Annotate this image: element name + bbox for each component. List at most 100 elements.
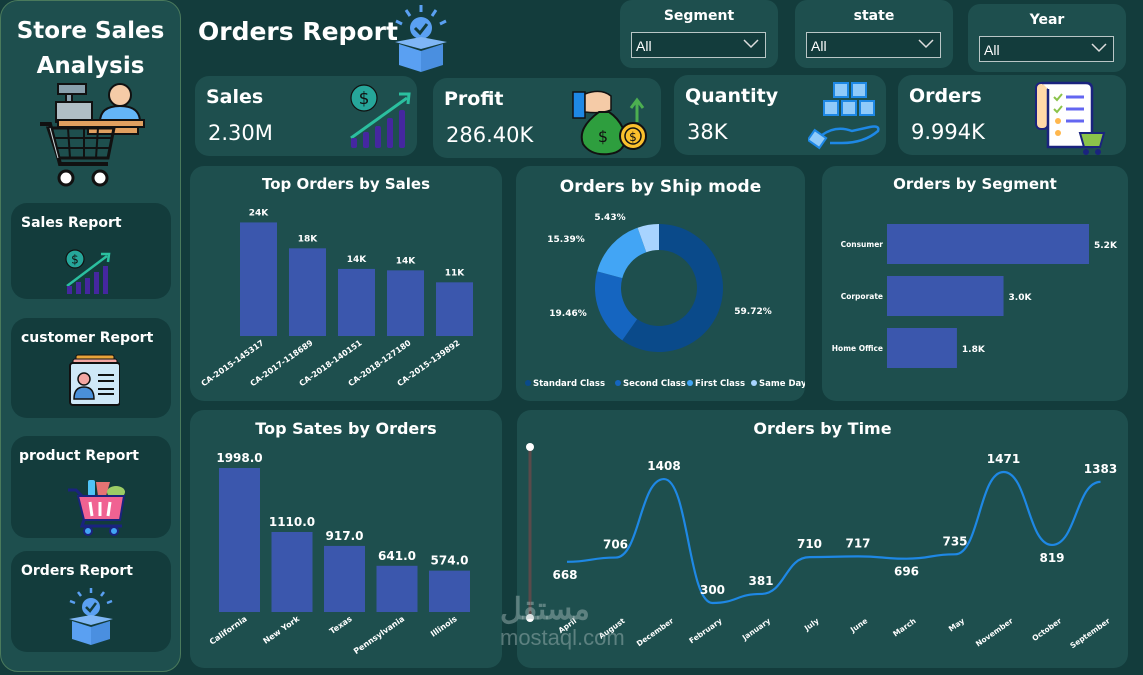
orders-by-segment-plot: Consumer 5.2K Corporate 3.0K Home Office 1.8K <box>832 224 1118 368</box>
donut-slice <box>622 224 723 352</box>
svg-text:$: $ <box>629 130 637 144</box>
year-slicer: Year All <box>968 4 1126 72</box>
data-label: 19.46% <box>549 309 587 319</box>
chevron-down-icon <box>743 39 759 49</box>
data-label: 18K <box>298 234 319 244</box>
kpi-quantity-value: 38K <box>687 120 728 144</box>
data-label: 14K <box>396 256 417 266</box>
kpi-sales: Sales 2.30M $ <box>195 76 417 156</box>
legend-label: Same Day <box>759 379 805 389</box>
x-tick-label: July <box>802 616 821 633</box>
data-label: 735 <box>942 534 967 548</box>
x-tick-label: August <box>597 616 627 641</box>
x-tick-label: October <box>1030 616 1063 643</box>
data-label: 1998.0 <box>216 451 262 465</box>
donut-slice <box>597 227 647 279</box>
sales-growth-icon: $ <box>350 84 411 148</box>
segment-dropdown[interactable]: All <box>631 32 766 58</box>
kpi-orders-label: Orders <box>909 85 982 107</box>
x-tick-label: February <box>687 616 723 645</box>
donut-slice <box>595 271 638 341</box>
app-title-line1: Store Sales <box>16 18 165 44</box>
data-label: 717 <box>845 536 870 550</box>
legend-label: First Class <box>695 379 745 389</box>
data-label: 381 <box>748 574 773 588</box>
nav-product-report[interactable]: product Report <box>11 436 171 538</box>
x-tick-label: April <box>557 616 579 635</box>
page-title: Orders Report <box>198 17 398 46</box>
svg-text:$: $ <box>71 253 79 267</box>
data-label: 641.0 <box>378 549 416 563</box>
data-label: 14K <box>347 255 368 265</box>
money-bag-icon: $ $ <box>572 90 647 156</box>
x-tick-label: California <box>208 614 249 646</box>
chevron-down-icon <box>918 39 934 49</box>
nav-customer-report[interactable]: customer Report <box>11 318 171 418</box>
x-tick-label: June <box>848 616 869 635</box>
kpi-profit-label: Profit <box>444 88 504 110</box>
chart-title: Top Sates by Orders <box>255 419 437 438</box>
data-label: 15.39% <box>547 235 585 245</box>
data-label: 24K <box>249 208 270 218</box>
box-check-icon <box>69 588 113 645</box>
top-states-by-orders-chart: Top Sates by Orders 1998.0 California 1110… <box>190 410 502 668</box>
bar <box>436 282 473 336</box>
kpi-quantity: Quantity 38K <box>674 75 886 155</box>
nav-orders-report-label: Orders Report <box>21 563 133 579</box>
bar <box>240 222 277 336</box>
bar <box>887 224 1089 264</box>
bar <box>376 565 418 612</box>
data-label: 59.72% <box>734 307 772 317</box>
state-dropdown-value: All <box>811 38 827 54</box>
cashier-cart-icon <box>40 83 145 187</box>
nav-orders-report[interactable]: Orders Report <box>11 551 171 652</box>
kpi-orders: Orders 9.994K <box>898 75 1126 155</box>
boxes-hand-icon <box>808 82 880 150</box>
top-states-by-orders-plot: 1998.0 California 1110.0 New York 917.0 Texas… <box>208 451 470 656</box>
data-label: 696 <box>894 565 919 579</box>
x-tick-label: September <box>1068 616 1111 650</box>
x-tick-label: December <box>635 616 675 648</box>
bar <box>429 570 470 612</box>
bar <box>324 545 365 612</box>
data-label: 1383 <box>1084 462 1117 476</box>
bar <box>338 268 375 336</box>
nav-customer-report-label: customer Report <box>21 330 154 346</box>
kpi-profit: Profit 286.40K $ $ <box>433 78 661 158</box>
kpi-orders-value: 9.994K <box>911 120 985 144</box>
orders-by-ship-mode-plot: 59.72% 19.46% 15.39% 5.43% Standard Class Sec… <box>525 213 805 389</box>
chart-title: Orders by Segment <box>893 175 1057 193</box>
chart-title: Orders by Time <box>753 419 892 438</box>
data-label: 300 <box>700 583 725 597</box>
chart-title: Orders by Ship mode <box>559 177 762 197</box>
nav-product-report-label: product Report <box>19 448 139 464</box>
range-slider-handle <box>526 443 534 451</box>
data-label: 668 <box>552 568 577 582</box>
kpi-sales-value: 2.30M <box>208 121 273 145</box>
series-line <box>566 470 1101 605</box>
app-title-line2: Analysis <box>36 53 145 79</box>
data-label: 1408 <box>647 459 680 473</box>
top-orders-by-sales-chart: Top Orders by Sales 24K CA-2015-145317 18K… <box>190 166 502 401</box>
chart-title: Top Orders by Sales <box>261 175 431 193</box>
data-label: 3.0K <box>1009 293 1033 303</box>
chevron-down-icon <box>1091 43 1107 53</box>
kpi-quantity-label: Quantity <box>685 85 779 107</box>
state-dropdown[interactable]: All <box>806 32 941 58</box>
data-label: 574.0 <box>431 554 469 568</box>
legend-label: Second Class <box>623 379 686 389</box>
nav-sales-report-label: Sales Report <box>21 215 122 231</box>
range-slider-handle <box>526 614 534 622</box>
nav-sales-report[interactable]: Sales Report $ <box>11 203 171 299</box>
app-title: Store Sales Analysis <box>0 14 181 84</box>
year-slicer-label: Year <box>1029 12 1065 28</box>
year-dropdown[interactable]: All <box>979 36 1114 62</box>
legend-marker <box>751 380 757 386</box>
sales-growth-icon: $ <box>65 249 111 294</box>
bar <box>887 276 1004 316</box>
y-tick-label: Consumer <box>841 240 884 249</box>
state-slicer: state All <box>795 0 953 68</box>
sidebar: Store Sales Analysis Sales Report $ cust… <box>0 0 181 672</box>
orders-by-segment-chart: Orders by Segment Consumer 5.2K Corporate 3… <box>822 166 1128 401</box>
data-label: 11K <box>445 268 466 278</box>
